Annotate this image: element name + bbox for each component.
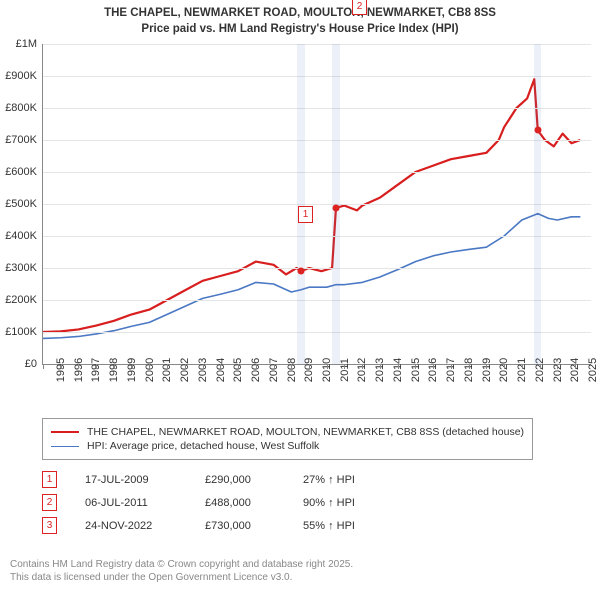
sale-point (534, 127, 541, 134)
sale-hpi: 90% ↑ HPI (303, 497, 393, 509)
grid-line (43, 140, 591, 141)
grid-line (43, 332, 591, 333)
y-axis-label: £300K (5, 262, 37, 274)
sale-price: £290,000 (205, 474, 275, 486)
sale-marker: 2 (352, 0, 367, 15)
sale-date: 06-JUL-2011 (85, 497, 177, 509)
grid-line (43, 44, 591, 45)
legend-swatch (51, 431, 79, 433)
grid-line (43, 172, 591, 173)
footer: Contains HM Land Registry data © Crown c… (10, 558, 353, 584)
sale-price: £488,000 (205, 497, 275, 509)
grid-line (43, 108, 591, 109)
chart-title-2: Price paid vs. HM Land Registry's House … (0, 22, 600, 38)
legend-label: HPI: Average price, detached house, West… (87, 440, 319, 452)
legend-label: THE CHAPEL, NEWMARKET ROAD, MOULTON, NEW… (87, 426, 524, 438)
legend-swatch (51, 446, 79, 447)
grid-line (43, 300, 591, 301)
sales-table: 1 17-JUL-2009 £290,000 27% ↑ HPI 2 06-JUL-201… (42, 468, 393, 537)
grid-line (43, 268, 591, 269)
sale-row-marker: 1 (42, 471, 57, 488)
highlight-band (297, 44, 304, 364)
y-axis-label: £600K (5, 166, 37, 178)
y-axis-label: £1M (16, 38, 37, 50)
y-axis-label: £100K (5, 326, 37, 338)
sale-hpi: 55% ↑ HPI (303, 520, 393, 532)
footer-line-2: This data is licensed under the Open Gov… (10, 571, 353, 584)
legend-row: HPI: Average price, detached house, West… (51, 439, 524, 453)
y-axis-label: £800K (5, 102, 37, 114)
chart-container: { "title_line1": "THE CHAPEL, NEWMARKET … (0, 0, 600, 590)
legend: THE CHAPEL, NEWMARKET ROAD, MOULTON, NEW… (42, 418, 533, 460)
y-axis-label: £700K (5, 134, 37, 146)
sale-row: 3 24-NOV-2022 £730,000 55% ↑ HPI (42, 514, 393, 537)
y-axis-label: £0 (25, 358, 37, 370)
sale-hpi: 27% ↑ HPI (303, 474, 393, 486)
chart-title-1: THE CHAPEL, NEWMARKET ROAD, MOULTON, NEW… (0, 6, 600, 22)
plot-area: £0£100K£200K£300K£400K£500K£600K£700K£80… (42, 44, 591, 365)
sale-marker: 1 (298, 206, 313, 223)
chart-title-block: THE CHAPEL, NEWMARKET ROAD, MOULTON, NEW… (0, 0, 600, 37)
sale-row: 1 17-JUL-2009 £290,000 27% ↑ HPI (42, 468, 393, 491)
grid-line (43, 76, 591, 77)
sale-row-marker: 2 (42, 494, 57, 511)
sale-row: 2 06-JUL-2011 £488,000 90% ↑ HPI (42, 491, 393, 514)
sale-date: 17-JUL-2009 (85, 474, 177, 486)
grid-line (43, 236, 591, 237)
sale-point (332, 204, 339, 211)
sale-price: £730,000 (205, 520, 275, 532)
series-line (43, 214, 580, 339)
footer-line-1: Contains HM Land Registry data © Crown c… (10, 558, 353, 571)
y-axis-label: £400K (5, 230, 37, 242)
sale-point (298, 268, 305, 275)
y-axis-label: £900K (5, 70, 37, 82)
highlight-band (534, 44, 541, 364)
x-axis-label: 2025 (575, 358, 599, 382)
y-axis-label: £200K (5, 294, 37, 306)
sale-date: 24-NOV-2022 (85, 520, 177, 532)
y-axis-label: £500K (5, 198, 37, 210)
sale-row-marker: 3 (42, 517, 57, 534)
legend-row: THE CHAPEL, NEWMARKET ROAD, MOULTON, NEW… (51, 425, 524, 439)
grid-line (43, 204, 591, 205)
